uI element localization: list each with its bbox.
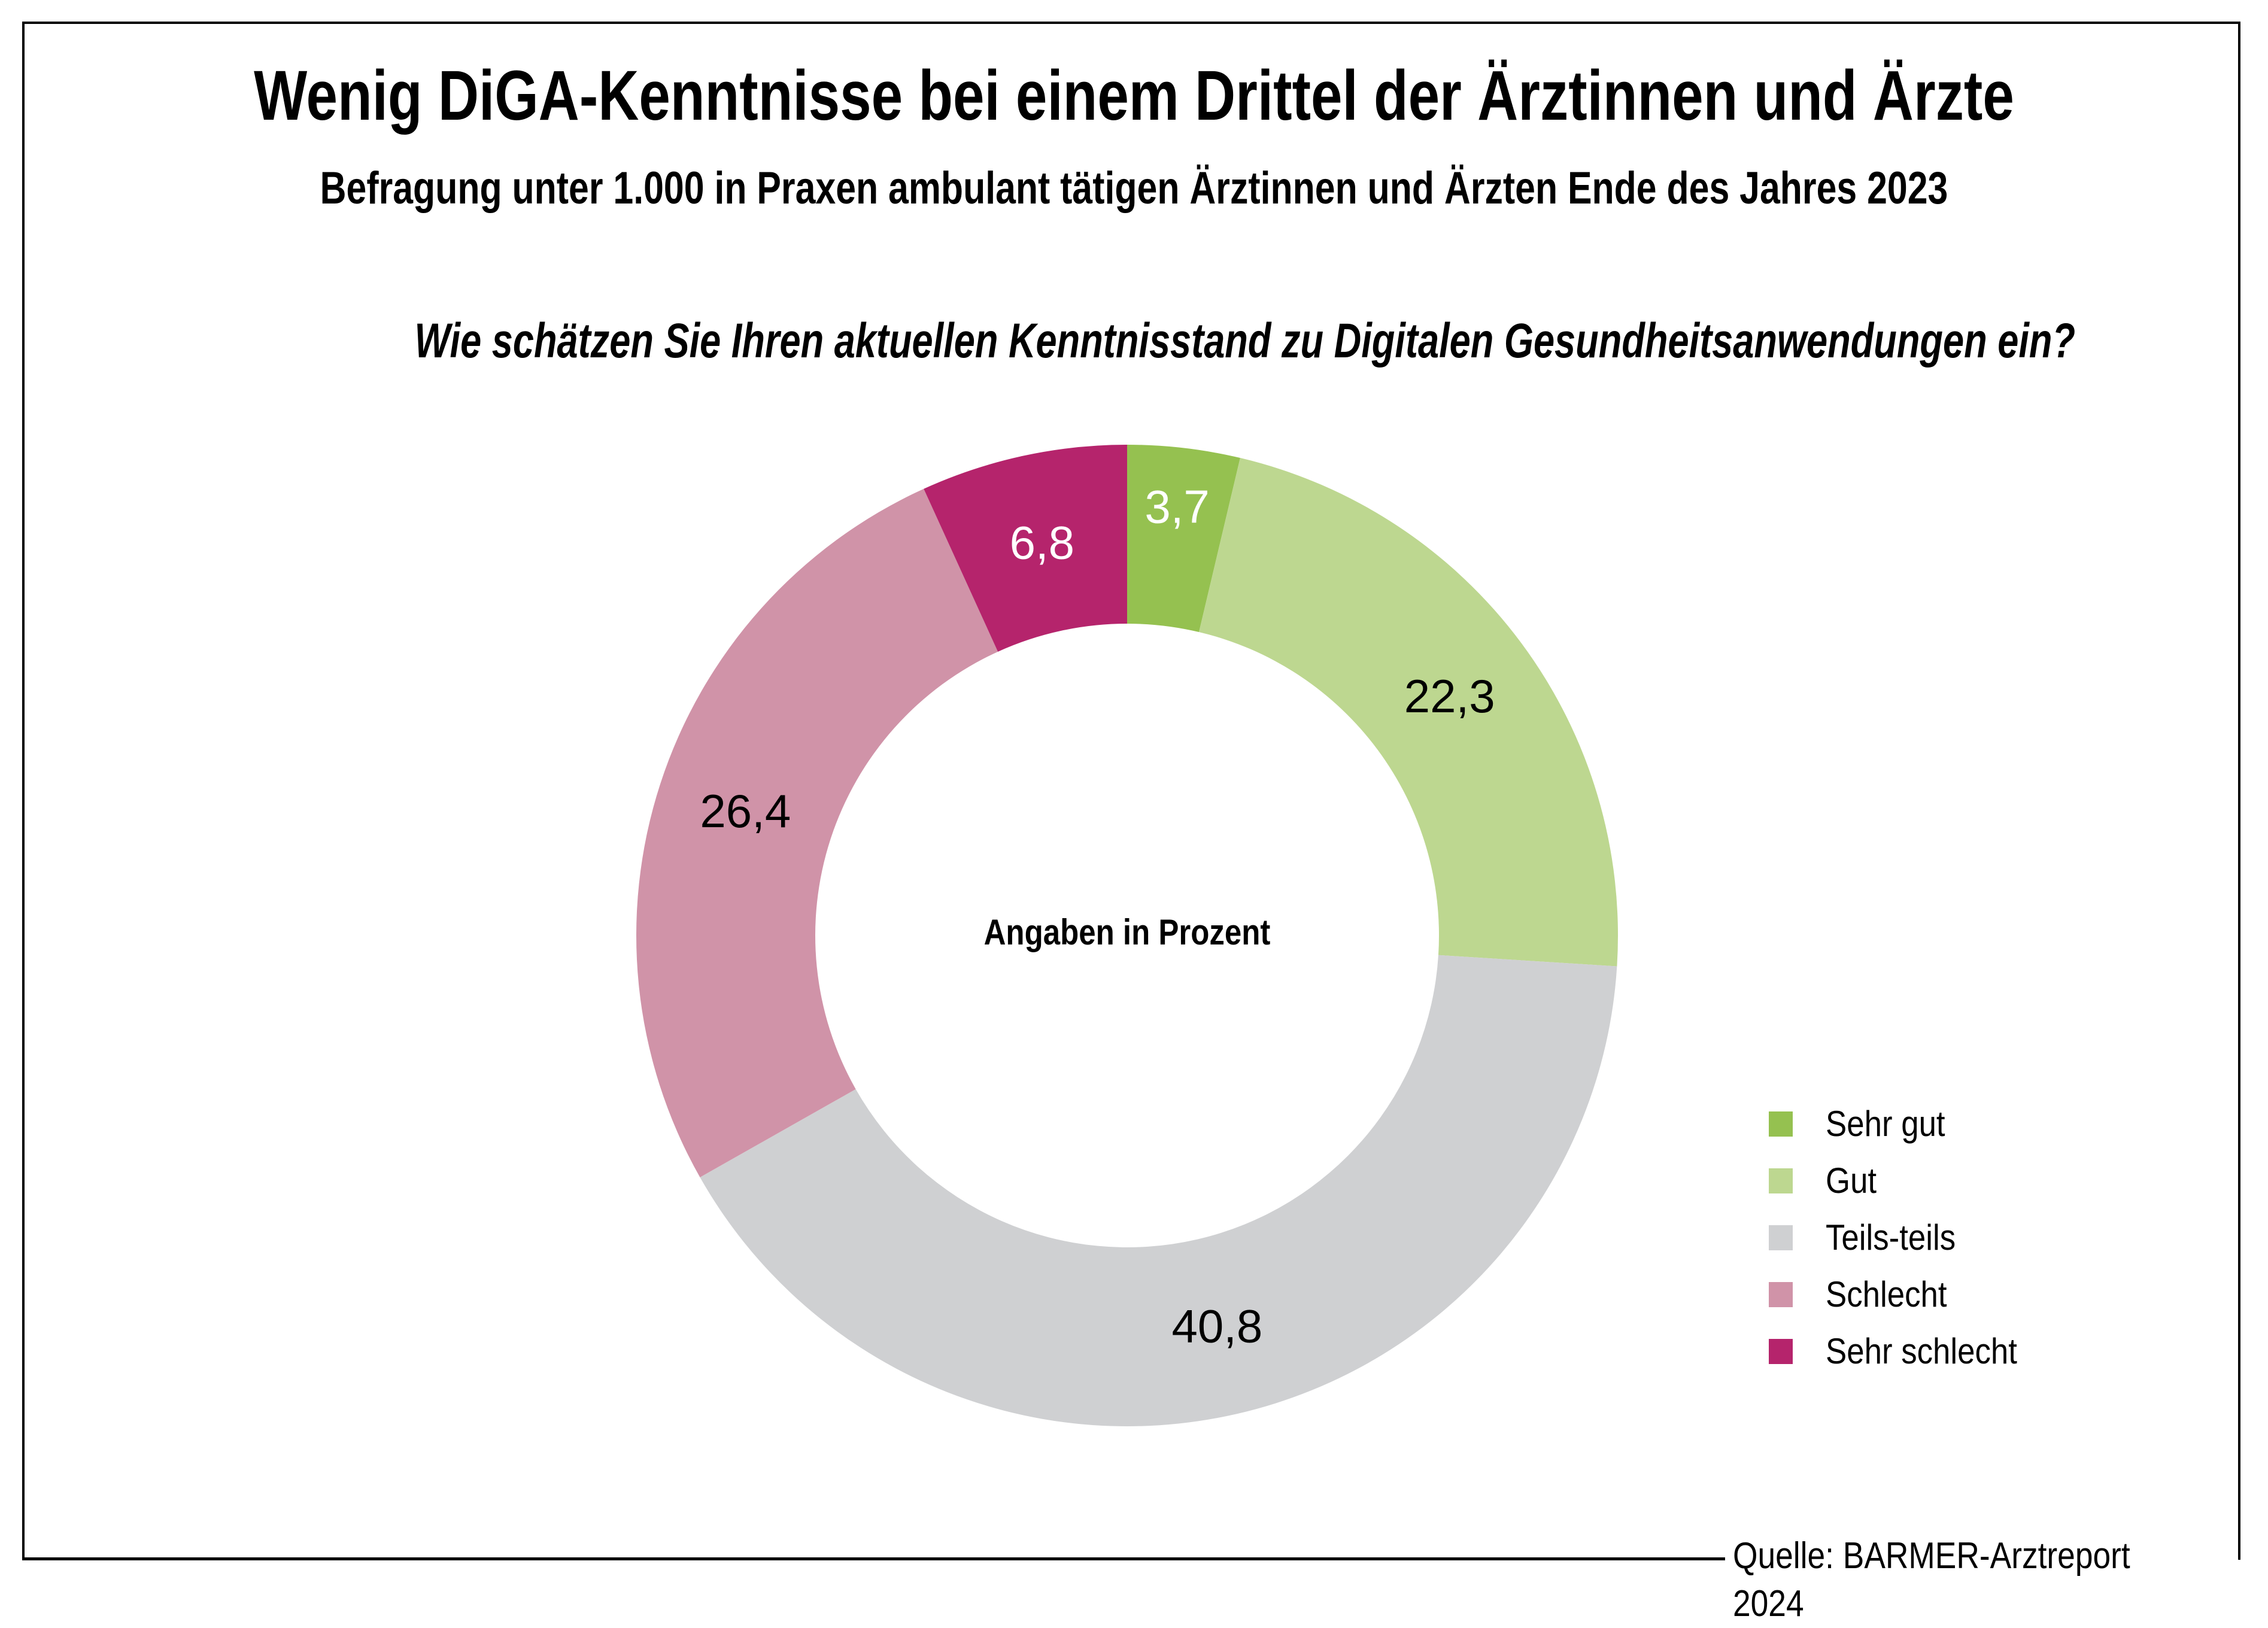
legend-item: Sehr gut bbox=[1769, 1095, 2044, 1152]
legend-item: Gut bbox=[1769, 1152, 2044, 1209]
data-label-schlecht: 26,4 bbox=[700, 785, 791, 837]
legend-label: Teils-teils bbox=[1826, 1217, 1956, 1258]
legend-swatch bbox=[1769, 1168, 1793, 1193]
slice-teils-teils bbox=[700, 955, 1617, 1426]
legend-swatch bbox=[1769, 1111, 1793, 1137]
legend-label: Sehr schlecht bbox=[1826, 1331, 2017, 1371]
data-label-sehr-gut: 3,7 bbox=[1144, 480, 1209, 533]
legend-swatch bbox=[1769, 1225, 1793, 1250]
legend: Sehr gut Gut Teils-teils Schlecht Sehr schle… bbox=[1769, 1095, 2044, 1380]
center-note: Angaben in Prozent bbox=[984, 912, 1271, 952]
data-label-sehr-schlecht: 6,8 bbox=[1010, 517, 1074, 569]
chart-title: Wenig DiGA-Kenntnisse bei einem Drittel … bbox=[254, 56, 2014, 135]
survey-question: Wie schätzen Sie Ihren aktuellen Kenntni… bbox=[414, 314, 2076, 368]
legend-label: Schlecht bbox=[1826, 1274, 1947, 1314]
legend-item: Teils-teils bbox=[1769, 1209, 2044, 1266]
source-note: Quelle: BARMER-Arztreport 2024 bbox=[1733, 1535, 2130, 1624]
data-label-gut: 22,3 bbox=[1404, 670, 1495, 722]
legend-swatch bbox=[1769, 1281, 1793, 1307]
legend-item: Schlecht bbox=[1769, 1266, 2044, 1323]
legend-swatch bbox=[1769, 1338, 1793, 1364]
donut-labels: 3,7 22,3 40,8 26,4 6,8 bbox=[700, 480, 1495, 1352]
legend-label: Gut bbox=[1826, 1161, 1877, 1201]
legend-label: Sehr gut bbox=[1826, 1104, 1945, 1144]
chart-frame bbox=[22, 22, 2240, 1560]
slice-sehr-schlecht bbox=[924, 445, 1127, 652]
frame-bottom-rule bbox=[22, 1557, 1725, 1560]
chart-subtitle: Befragung unter 1.000 in Praxen ambulant… bbox=[320, 163, 1948, 214]
slice-sehr-gut bbox=[1127, 445, 1240, 633]
data-label-teils-teils: 40,8 bbox=[1171, 1299, 1262, 1352]
slice-gut bbox=[1199, 458, 1618, 967]
slice-schlecht bbox=[636, 488, 998, 1178]
donut-slices bbox=[636, 445, 1618, 1426]
legend-item: Sehr schlecht bbox=[1769, 1323, 2044, 1380]
donut-chart: 3,7 22,3 40,8 26,4 6,8 Angaben in Prozent bbox=[636, 445, 1618, 1426]
